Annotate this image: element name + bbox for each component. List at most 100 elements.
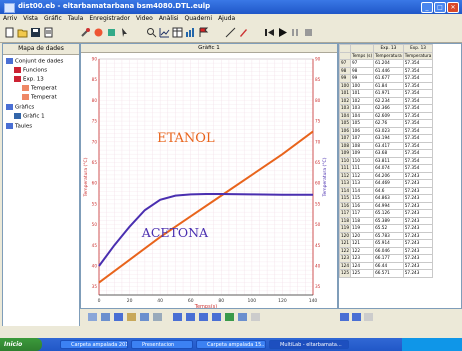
table-row[interactable]: 99 99 61.677 57.354 [339, 74, 434, 83]
tree-item-temperature-2[interactable]: Temperat [22, 94, 57, 101]
save-icon[interactable] [30, 27, 41, 38]
table-cell: 57.243 [402, 179, 434, 188]
row-index: 114 [339, 186, 351, 195]
column-header[interactable]: Temperatura [373, 51, 404, 60]
table-row[interactable]: 119 119 65.52 57.243 [339, 224, 434, 233]
row-index: 123 [339, 254, 351, 263]
tree-item-graphs[interactable]: Gràfics [6, 104, 34, 111]
graph-icon[interactable] [159, 27, 170, 38]
table-row[interactable]: 97 97 61.204 57.354 [339, 59, 434, 68]
tree-item-exp13[interactable]: Exp. 13 [14, 76, 44, 83]
table-tool-icon[interactable] [340, 313, 349, 321]
columns-icon[interactable] [352, 313, 361, 321]
table-toolbar [338, 310, 460, 324]
close-button[interactable]: ✕ [447, 2, 459, 13]
table-row[interactable]: 123 123 66.177 57.243 [339, 254, 434, 263]
open-folder-icon[interactable] [17, 27, 28, 38]
bar-chart-icon[interactable] [185, 27, 196, 38]
minimize-button[interactable]: _ [421, 2, 433, 13]
table-row[interactable]: 112 112 64.206 57.243 [339, 171, 434, 180]
stop-icon[interactable] [303, 27, 314, 38]
flag-icon[interactable] [198, 27, 209, 38]
table-row[interactable]: 122 122 66.046 57.243 [339, 246, 434, 255]
table-row[interactable]: 106 106 63.023 57.354 [339, 126, 434, 135]
menu-vista[interactable]: Vista [23, 15, 38, 22]
taskbar-item-1[interactable]: Carpeta ampalada 2015 [60, 340, 128, 349]
column-header[interactable]: Temps (s) [349, 51, 375, 60]
y-tick-label: 55 [92, 201, 98, 206]
draw-line-icon[interactable] [225, 27, 236, 38]
table-cell: 62.76 [373, 119, 404, 128]
column-header[interactable]: Temperatura [402, 51, 434, 60]
start-button[interactable]: Inicio [0, 338, 42, 351]
table-row[interactable]: 114 114 64.6 57.243 [339, 186, 434, 195]
line-chart[interactable]: 0 20 40 60 80 100 120 140 35 35 40 40 45 45 50 50 55 55 60… [81, 53, 337, 311]
x-tick-label: 40 [157, 298, 163, 304]
table-row[interactable]: 116 116 64.994 57.243 [339, 201, 434, 210]
tree-item-temperature-1[interactable]: Temperat [22, 85, 57, 92]
taskbar-item-4[interactable]: MultiLab - eltarbamata... [269, 340, 349, 349]
sensor-icon[interactable] [106, 27, 117, 38]
menu-video[interactable]: Video [136, 15, 153, 22]
menu-taula[interactable]: Taula [67, 15, 84, 22]
play-icon[interactable] [277, 27, 288, 38]
y2-axis-label: Temperatura (°C) [322, 157, 328, 197]
table-row[interactable]: 117 117 65.126 57.243 [339, 209, 434, 218]
table-cell: 62.366 [373, 104, 404, 113]
table-cell: 57.354 [402, 111, 434, 120]
table-icon[interactable] [172, 27, 183, 38]
column-header[interactable] [339, 51, 351, 60]
table-row[interactable]: 109 109 63.68 57.354 [339, 149, 434, 158]
tools-icon[interactable] [80, 27, 91, 38]
table-row[interactable]: 124 124 66.44 57.243 [339, 261, 434, 270]
table-row[interactable]: 118 118 65.389 57.243 [339, 216, 434, 225]
record-icon[interactable] [93, 27, 104, 38]
table-row[interactable]: 104 104 62.609 57.354 [339, 111, 434, 120]
zoom-icon[interactable] [146, 27, 157, 38]
table-row[interactable]: 107 107 63.194 57.354 [339, 134, 434, 143]
new-file-icon[interactable] [4, 27, 15, 38]
table-row[interactable]: 121 121 65.914 57.243 [339, 239, 434, 248]
menu-ajuda[interactable]: Ajuda [218, 15, 236, 22]
table-row[interactable]: 111 111 64.074 57.354 [339, 164, 434, 173]
table-cell: 61.84 [373, 81, 404, 90]
table-row[interactable]: 120 120 65.783 57.243 [339, 231, 434, 240]
table-row[interactable]: 115 115 64.863 57.243 [339, 194, 434, 203]
graph-tool-icons[interactable] [88, 313, 260, 321]
table-row[interactable]: 125 125 66.571 57.243 [339, 269, 434, 278]
taskbar-item-2[interactable]: Presentacion [131, 340, 193, 349]
table-cell: 65.52 [373, 224, 404, 233]
table-row[interactable]: 108 108 63.417 57.354 [339, 141, 434, 150]
table-row[interactable]: 103 103 62.366 57.354 [339, 104, 434, 113]
document-icon[interactable] [43, 27, 54, 38]
table-row[interactable]: 110 110 63.811 57.354 [339, 156, 434, 165]
tree-item-graph1[interactable]: Gràfic 1 [14, 113, 45, 120]
menu-enregistrador[interactable]: Enregistrador [89, 15, 130, 22]
menu-arxiu[interactable]: Arriv [3, 15, 18, 22]
pointer-icon[interactable] [119, 27, 130, 38]
y2-tick-label: 35 [315, 284, 321, 289]
table-row[interactable]: 98 98 61.446 57.354 [339, 66, 434, 75]
export-table-icon[interactable] [364, 313, 373, 321]
table-cell: 57.354 [402, 89, 434, 98]
table-row[interactable]: 102 102 62.234 57.354 [339, 96, 434, 105]
pause-icon[interactable] [290, 27, 301, 38]
pen-icon[interactable] [238, 27, 249, 38]
tree-item-functions[interactable]: Funcions [14, 67, 47, 74]
menu-analisi[interactable]: Anàlisi [158, 15, 179, 22]
taskbar-item-3[interactable]: Carpeta ampalada 15... [196, 340, 266, 349]
maximize-button[interactable]: □ [434, 2, 446, 13]
table-cell: 117 [349, 209, 375, 218]
step-back-icon[interactable] [264, 27, 275, 38]
table-row[interactable]: 105 105 62.76 57.354 [339, 119, 434, 128]
table-row[interactable]: 100 100 61.84 57.354 [339, 81, 434, 90]
menu-quaderni[interactable]: Quaderni [184, 15, 213, 22]
table-row[interactable]: 101 101 61.971 57.354 [339, 89, 434, 98]
app-icon [4, 3, 15, 13]
tree-item-tables[interactable]: Taules [6, 123, 32, 130]
table-cell: 100 [349, 81, 375, 90]
cursor-icon [127, 313, 136, 321]
table-row[interactable]: 113 113 64.469 57.243 [339, 179, 434, 188]
tree-item-dataset[interactable]: Conjunt de dades [6, 58, 63, 65]
menu-grafic[interactable]: Gráfic [43, 15, 62, 22]
